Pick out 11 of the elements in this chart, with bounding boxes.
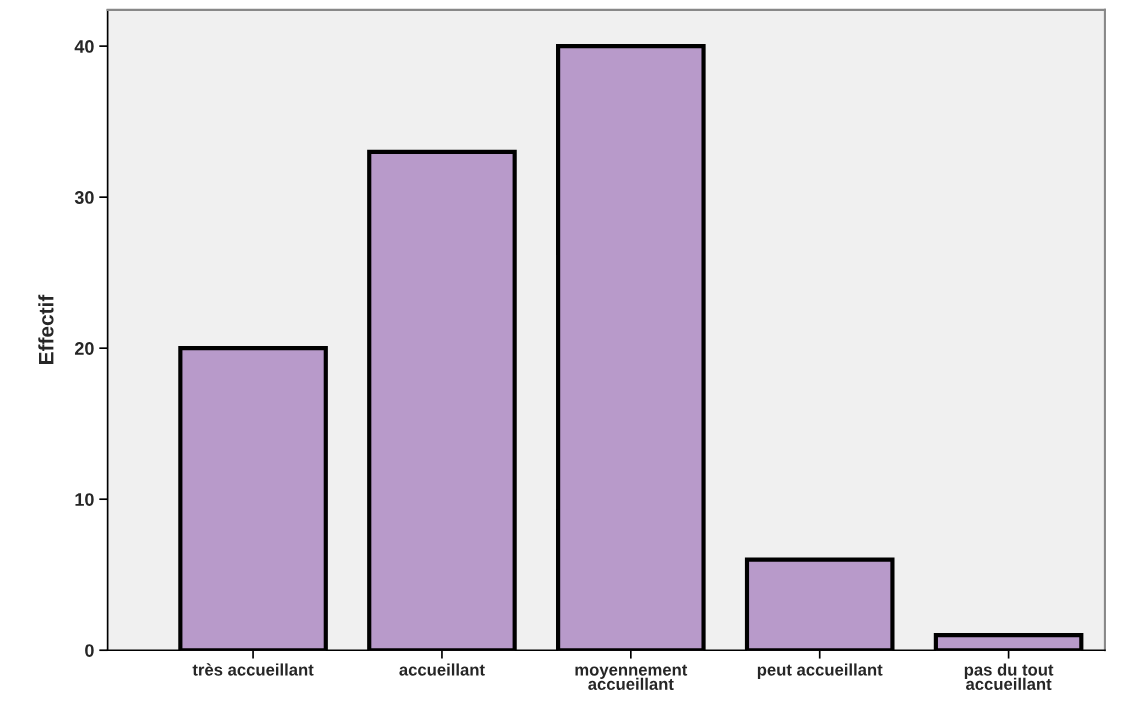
y-tick-label: 10 bbox=[75, 493, 94, 506]
y-tick-label: 30 bbox=[74, 191, 94, 204]
x-tick-label: peut accueillant bbox=[757, 663, 883, 679]
y-axis-title: Effectif bbox=[38, 294, 54, 364]
x-tick-label: pas du tout accueillant bbox=[964, 663, 1054, 690]
x-tick-label: moyennement accueillant bbox=[575, 664, 688, 690]
y-tick-label: 0 bbox=[85, 644, 94, 657]
y-tick-label: 20 bbox=[74, 342, 94, 355]
x-tick-label: très accueillant bbox=[192, 663, 314, 676]
y-tick-label: 40 bbox=[74, 40, 94, 53]
x-tick-label: accueillant bbox=[399, 663, 485, 676]
